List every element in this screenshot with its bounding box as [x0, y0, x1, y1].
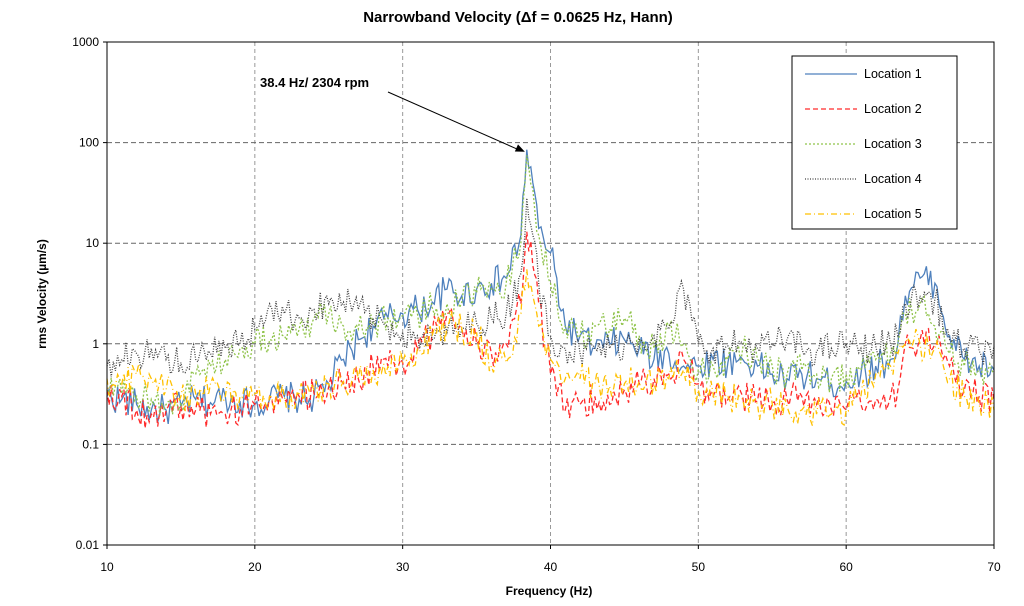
x-tick-label: 30 — [396, 560, 410, 574]
series-line-2 — [106, 231, 995, 429]
y-tick-label: 1 — [92, 337, 99, 351]
y-tick-label: 10 — [86, 236, 100, 250]
series-line-4 — [106, 198, 995, 378]
x-tick-label: 70 — [987, 560, 1001, 574]
x-tick-label: 20 — [248, 560, 262, 574]
series-line-3 — [106, 155, 995, 416]
legend-box — [791, 55, 958, 230]
y-tick-label: 0.1 — [82, 437, 99, 451]
annotation-arrow — [387, 91, 522, 152]
y-tick-label: 100 — [79, 136, 99, 150]
legend-entry: Location 2 — [864, 102, 922, 116]
legend-entry: Location 1 — [864, 67, 922, 81]
annotation-arrowhead — [514, 144, 525, 152]
legend-entry: Location 5 — [864, 207, 922, 221]
series-group — [106, 149, 995, 429]
peak-annotation: 38.4 Hz/ 2304 rpm — [260, 75, 525, 152]
legend-entry: Location 4 — [864, 172, 922, 186]
y-tick-label: 0.01 — [76, 538, 100, 552]
chart-title: Narrowband Velocity (Δf = 0.0625 Hz, Han… — [363, 9, 673, 26]
x-tick-label: 40 — [544, 560, 558, 574]
x-tick-label: 50 — [692, 560, 706, 574]
annotation-label: 38.4 Hz/ 2304 rpm — [260, 75, 369, 90]
x-axis-label: Frequency (Hz) — [506, 584, 593, 598]
y-ticks: 0.01 0.1 1 10 100 1000 — [72, 35, 107, 552]
legend: Location 1 Location 2 Location 3 Location 4… — [791, 55, 958, 230]
x-ticks: 10 20 30 40 50 60 70 — [100, 545, 1001, 574]
y-tick-label: 1000 — [72, 35, 99, 49]
y-axis-label: rms Velocity (µm/s) — [35, 239, 49, 349]
legend-entry: Location 3 — [864, 137, 922, 151]
series-line-5 — [106, 269, 995, 427]
x-tick-label: 10 — [100, 560, 114, 574]
x-tick-label: 60 — [839, 560, 853, 574]
